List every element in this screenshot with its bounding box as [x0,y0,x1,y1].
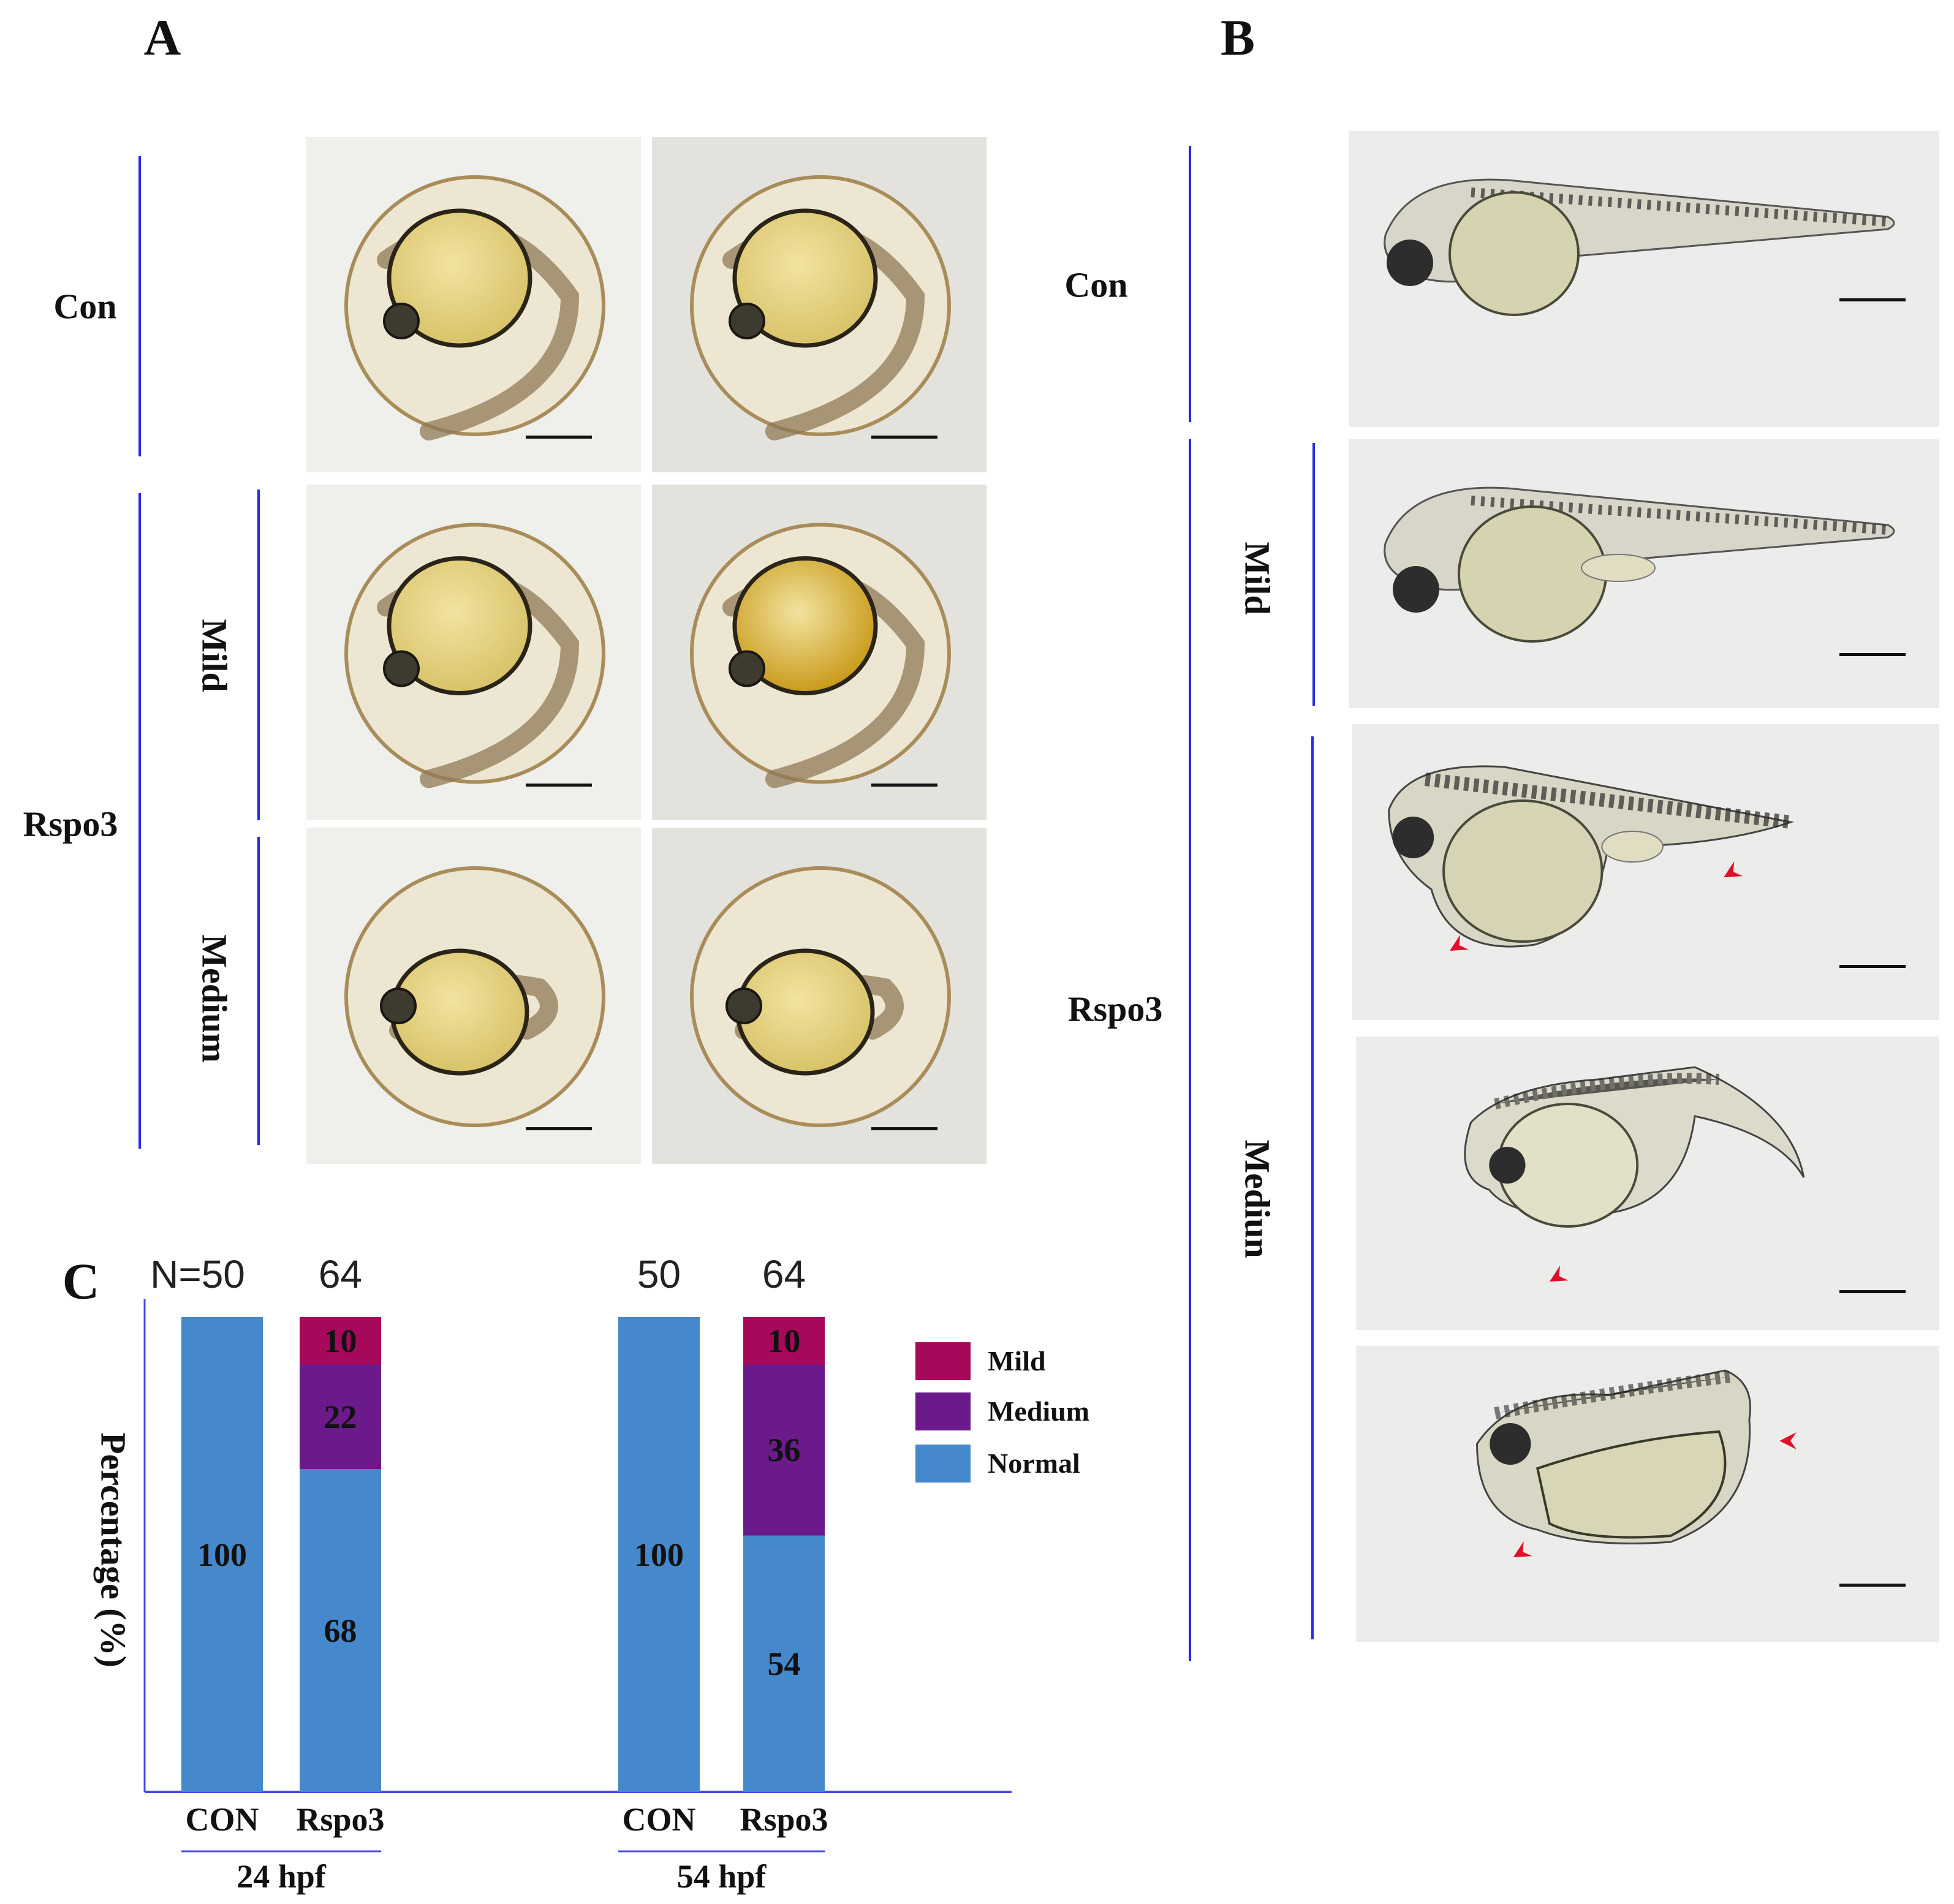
bar-value-label: 22 [324,1398,357,1435]
scale-bar [1839,1584,1906,1587]
x-tick-label: CON [622,1801,696,1838]
panel-letter-b: B [1220,9,1255,67]
bar-value-label: 10 [324,1322,357,1359]
scale-bar [1839,965,1906,968]
n-label: 50 [637,1252,681,1296]
group-label: 24 hpf [237,1858,326,1895]
scale-bar [871,436,937,439]
legend-swatch-medium [915,1392,971,1430]
larva-image-b [1356,1346,1939,1642]
scale-bar [1839,1290,1906,1293]
label-con-b: Con [1064,265,1128,305]
legend-label: Medium [988,1396,1090,1427]
scale-bar [871,1127,937,1130]
legend-swatch-mild [915,1342,971,1380]
larva-image-b [1356,1037,1939,1330]
label-mild-a: Mild [194,619,235,692]
n-label: 64 [762,1252,806,1296]
bar-value-label: 100 [197,1536,247,1573]
legend-swatch-normal [915,1445,971,1483]
embryo-image-a [652,485,986,820]
label-mild-b: Mild [1237,542,1278,615]
y-axis-label: Percentage (%) [93,1432,134,1668]
label-rspo3-b: Rspo3 [1067,989,1163,1029]
larva-image-b [1352,724,1939,1020]
label-medium-a: Medium [194,934,235,1063]
arrowhead-icon [1513,1541,1532,1557]
bar-value-label: 36 [767,1432,801,1468]
scale-bar [526,784,592,787]
embryo-image-a [306,137,641,472]
legend-label: Mild [988,1345,1046,1377]
group-line-rspo3-b [1189,439,1191,1661]
scale-bar [526,436,592,439]
n-label: 64 [318,1252,363,1296]
label-con-a: Con [53,286,117,327]
x-tick-label: Rspo3 [740,1801,828,1838]
group-label: 54 hpf [676,1858,767,1895]
larva-image-b [1349,131,1939,427]
label-medium-b: Mediun [1237,1139,1278,1258]
label-rspo3-a: Rspo3 [23,804,118,844]
embryo-image-a [306,485,641,820]
group-line-con-b [1189,146,1191,422]
group-line-mild-a [257,489,260,820]
group-line-rspo3-a [138,493,141,1149]
embryo-image-a [652,828,986,1164]
legend-label: Normal [988,1448,1080,1479]
group-line-medium-b [1311,736,1314,1639]
x-tick-label: CON [185,1801,259,1838]
panel-letter-c: C [62,1253,100,1310]
scale-bar [526,1127,592,1130]
n-label: N=50 [150,1252,245,1296]
scale-bar [1839,653,1906,656]
group-line-mild-b [1312,443,1315,706]
panel-letter-a: A [143,9,181,67]
scale-bar [871,784,937,787]
group-line-con-a [138,156,141,456]
bar-value-label: 68 [324,1612,357,1649]
bar-value-label: 10 [767,1322,801,1359]
arrowhead-icon [1450,934,1469,951]
embryo-image-a [652,137,986,472]
arrowhead-icon [1724,861,1743,877]
embryo-image-a [306,828,641,1164]
group-line-medium-a [257,837,260,1145]
x-tick-label: Rspo3 [296,1801,385,1838]
bar-value-label: 100 [634,1536,684,1573]
arrowhead-icon [1779,1432,1797,1449]
scale-bar [1839,298,1906,301]
arrowhead-icon [1550,1265,1569,1282]
bar-value-label: 54 [767,1645,801,1682]
larva-image-b [1349,439,1939,708]
